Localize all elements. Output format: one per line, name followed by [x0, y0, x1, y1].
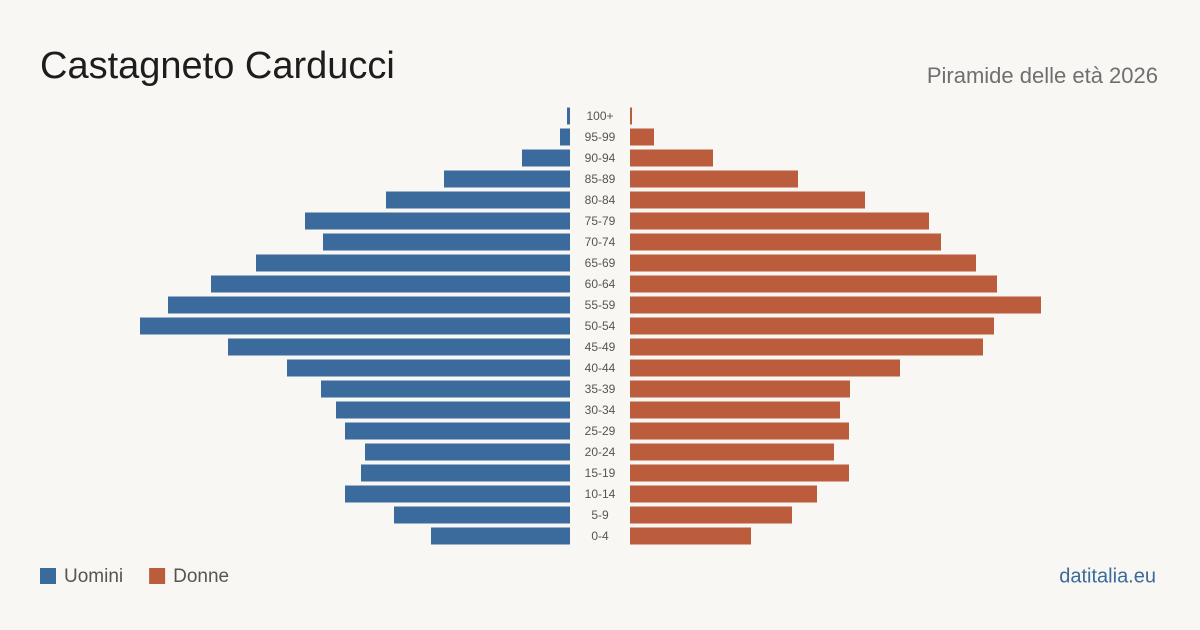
- bar: [630, 506, 792, 524]
- age-label: 60-64: [585, 277, 616, 291]
- age-label: 30-34: [585, 403, 616, 417]
- chart-subtitle: Piramide delle età 2026: [927, 63, 1158, 88]
- bar: [630, 401, 840, 419]
- bar: [560, 128, 570, 146]
- bar: [228, 338, 570, 356]
- bar: [630, 128, 654, 146]
- bar: [630, 317, 994, 335]
- age-label: 0-4: [591, 529, 609, 543]
- bar: [630, 380, 850, 398]
- legend-label: Donne: [173, 566, 229, 587]
- age-label: 40-44: [585, 361, 616, 375]
- bar: [365, 443, 570, 461]
- bar: [630, 485, 817, 503]
- age-label: 5-9: [591, 508, 609, 522]
- bar: [287, 359, 570, 377]
- age-label: 100+: [586, 109, 613, 123]
- bar: [630, 527, 751, 545]
- age-label: 55-59: [585, 298, 616, 312]
- bar: [323, 233, 570, 251]
- age-label: 45-49: [585, 340, 616, 354]
- bar: [630, 191, 865, 209]
- bar: [140, 317, 570, 335]
- bar: [444, 170, 570, 188]
- bar: [630, 359, 900, 377]
- legend-label: Uomini: [64, 566, 123, 587]
- age-label: 50-54: [585, 319, 616, 333]
- age-label: 80-84: [585, 193, 616, 207]
- age-label: 70-74: [585, 235, 616, 249]
- bar: [522, 149, 570, 167]
- bar: [630, 170, 798, 188]
- source: datitalia.eu: [1059, 565, 1156, 587]
- bar: [630, 212, 929, 230]
- bar: [336, 401, 570, 419]
- chart-title: Castagneto Carducci: [40, 45, 395, 87]
- bar: [345, 485, 570, 503]
- bar: [431, 527, 570, 545]
- bar: [394, 506, 570, 524]
- bar: [630, 443, 834, 461]
- legend-swatch: [40, 568, 56, 584]
- age-label: 90-94: [585, 151, 616, 165]
- bar: [361, 464, 570, 482]
- age-label: 95-99: [585, 130, 616, 144]
- bar: [386, 191, 570, 209]
- age-label: 10-14: [585, 487, 616, 501]
- bar: [630, 275, 997, 293]
- age-label: 25-29: [585, 424, 616, 438]
- bar: [630, 464, 849, 482]
- bar: [321, 380, 570, 398]
- bar: [630, 233, 941, 251]
- bar: [345, 422, 570, 440]
- age-label: 65-69: [585, 256, 616, 270]
- bar: [211, 275, 570, 293]
- age-label: 15-19: [585, 466, 616, 480]
- age-label: 85-89: [585, 172, 616, 186]
- age-label: 35-39: [585, 382, 616, 396]
- age-label: 75-79: [585, 214, 616, 228]
- bar: [630, 254, 976, 272]
- bar: [630, 422, 849, 440]
- bar: [630, 296, 1041, 314]
- bar: [630, 338, 983, 356]
- bar: [630, 149, 713, 167]
- bar: [256, 254, 570, 272]
- bar: [567, 107, 570, 125]
- age-label: 20-24: [585, 445, 616, 459]
- bar: [168, 296, 570, 314]
- bar: [630, 107, 632, 125]
- bar: [305, 212, 570, 230]
- legend-swatch: [149, 568, 166, 584]
